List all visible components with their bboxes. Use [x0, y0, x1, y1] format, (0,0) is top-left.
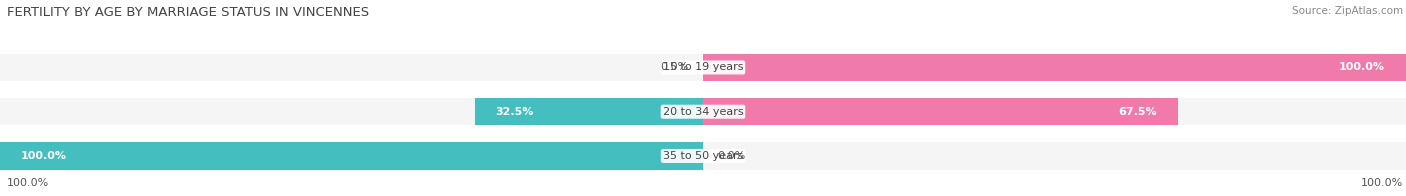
Text: 67.5%: 67.5%: [1118, 107, 1156, 117]
Text: 0.0%: 0.0%: [717, 151, 745, 161]
Bar: [0, 142, 703, 170]
Text: 32.5%: 32.5%: [496, 107, 534, 117]
Bar: [0, 54, 1406, 81]
Text: 100.0%: 100.0%: [7, 178, 49, 188]
Bar: [0, 98, 1406, 125]
Text: 15 to 19 years: 15 to 19 years: [662, 63, 744, 73]
Bar: [0, 142, 1406, 170]
Text: 35 to 50 years: 35 to 50 years: [662, 151, 744, 161]
Bar: [703, 98, 1178, 125]
Text: 20 to 34 years: 20 to 34 years: [662, 107, 744, 117]
Bar: [475, 98, 703, 125]
Text: 100.0%: 100.0%: [1361, 178, 1403, 188]
Bar: [703, 54, 1406, 81]
Text: 0.0%: 0.0%: [661, 63, 689, 73]
Text: 100.0%: 100.0%: [1339, 63, 1385, 73]
Text: 100.0%: 100.0%: [21, 151, 67, 161]
Text: Source: ZipAtlas.com: Source: ZipAtlas.com: [1292, 6, 1403, 16]
Text: FERTILITY BY AGE BY MARRIAGE STATUS IN VINCENNES: FERTILITY BY AGE BY MARRIAGE STATUS IN V…: [7, 6, 370, 19]
